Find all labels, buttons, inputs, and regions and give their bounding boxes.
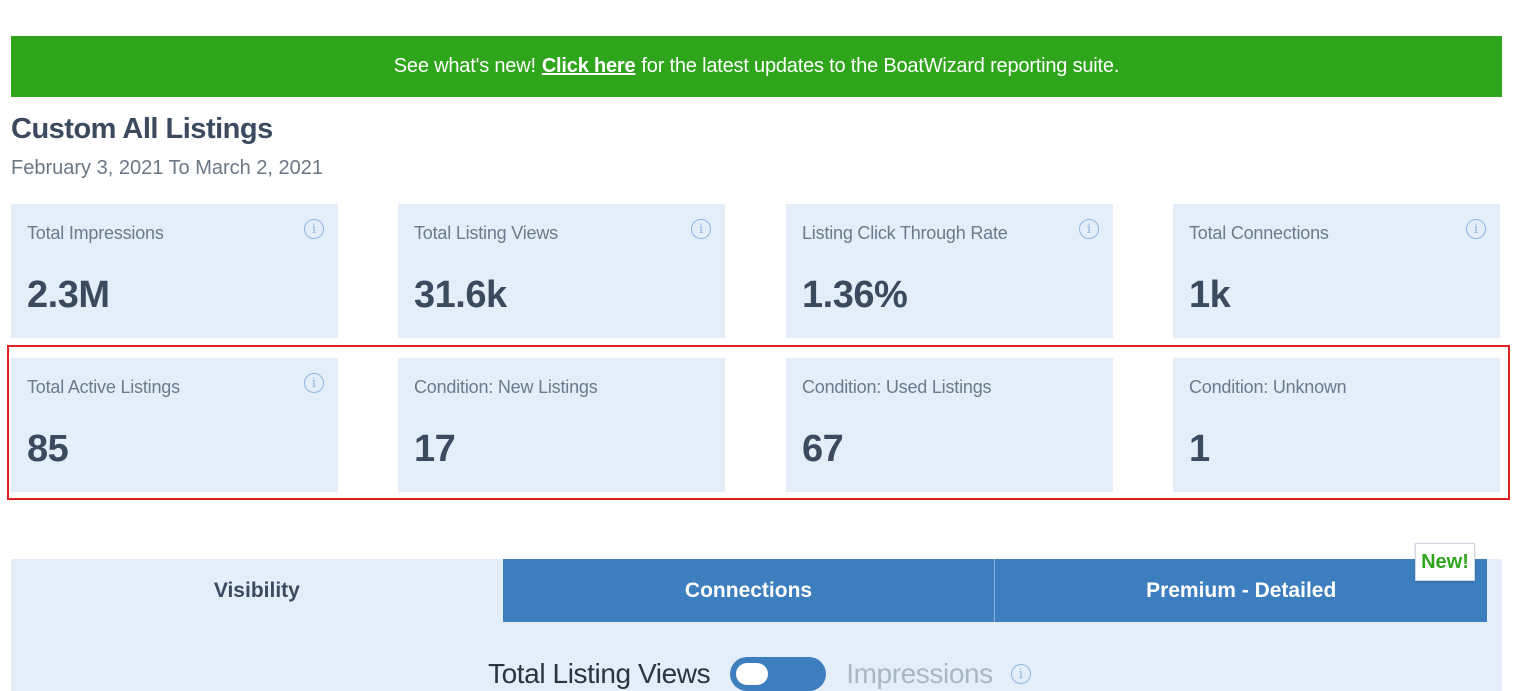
metric-value: 31.6k — [414, 274, 507, 316]
banner-link[interactable]: Click here — [541, 55, 636, 77]
metric-card-total-impressions: Total Impressions i 2.3M — [11, 204, 338, 338]
metric-label: Condition: Unknown — [1189, 377, 1347, 397]
toggle-option-listing-views[interactable]: Total Listing Views — [488, 658, 711, 689]
metric-label: Total Active Listings — [27, 377, 180, 397]
metric-card-total-connections: Total Connections i 1k — [1173, 204, 1500, 338]
metric-value: 1.36% — [802, 274, 908, 316]
announcement-banner: See what's new! Click here for the lates… — [11, 36, 1502, 97]
toggle-knob — [736, 663, 769, 685]
tab-visibility[interactable]: Visibility — [11, 559, 503, 622]
info-icon[interactable]: i — [1079, 219, 1099, 239]
metric-label: Total Impressions — [27, 223, 164, 243]
banner-prefix: See what's new! — [393, 55, 536, 77]
metric-value: 85 — [27, 428, 69, 470]
metric-card-condition-used: Condition: Used Listings 67 — [786, 358, 1113, 492]
info-icon[interactable]: i — [304, 219, 324, 239]
view-toggle: Total Listing Views Impressions i — [488, 655, 1031, 691]
metric-label: Condition: New Listings — [414, 377, 598, 397]
info-icon[interactable]: i — [1466, 219, 1486, 239]
metric-label: Condition: Used Listings — [802, 377, 992, 397]
metric-label: Total Connections — [1189, 223, 1329, 243]
metric-label: Listing Click Through Rate — [802, 223, 1008, 243]
metric-card-condition-new: Condition: New Listings 17 — [398, 358, 725, 492]
metric-label: Total Listing Views — [414, 223, 558, 243]
metric-value: 17 — [414, 428, 456, 470]
tab-premium-detailed[interactable]: Premium - Detailed — [994, 559, 1488, 622]
toggle-switch[interactable] — [730, 657, 827, 691]
metric-value: 67 — [802, 428, 844, 470]
metric-card-click-through-rate: Listing Click Through Rate i 1.36% — [786, 204, 1113, 338]
metric-value: 1k — [1189, 274, 1231, 316]
info-icon[interactable]: i — [304, 373, 324, 393]
date-range: February 3, 2021 To March 2, 2021 — [11, 157, 324, 179]
metric-card-condition-unknown: Condition: Unknown 1 — [1173, 358, 1500, 492]
tab-connections[interactable]: Connections — [502, 559, 995, 622]
metric-value: 2.3M — [27, 274, 110, 316]
new-badge: New! — [1415, 543, 1475, 581]
report-tabs: Visibility Connections Premium - Detaile… — [11, 559, 1488, 622]
toggle-option-impressions[interactable]: Impressions — [846, 658, 993, 689]
metric-card-total-listing-views: Total Listing Views i 31.6k — [398, 204, 725, 338]
info-icon[interactable]: i — [691, 219, 711, 239]
metric-value: 1 — [1189, 428, 1210, 470]
page-title: Custom All Listings — [11, 113, 273, 145]
metric-card-total-active-listings: Total Active Listings i 85 — [11, 358, 338, 492]
banner-suffix: for the latest updates to the BoatWizard… — [641, 55, 1120, 77]
info-icon[interactable]: i — [1010, 664, 1031, 684]
